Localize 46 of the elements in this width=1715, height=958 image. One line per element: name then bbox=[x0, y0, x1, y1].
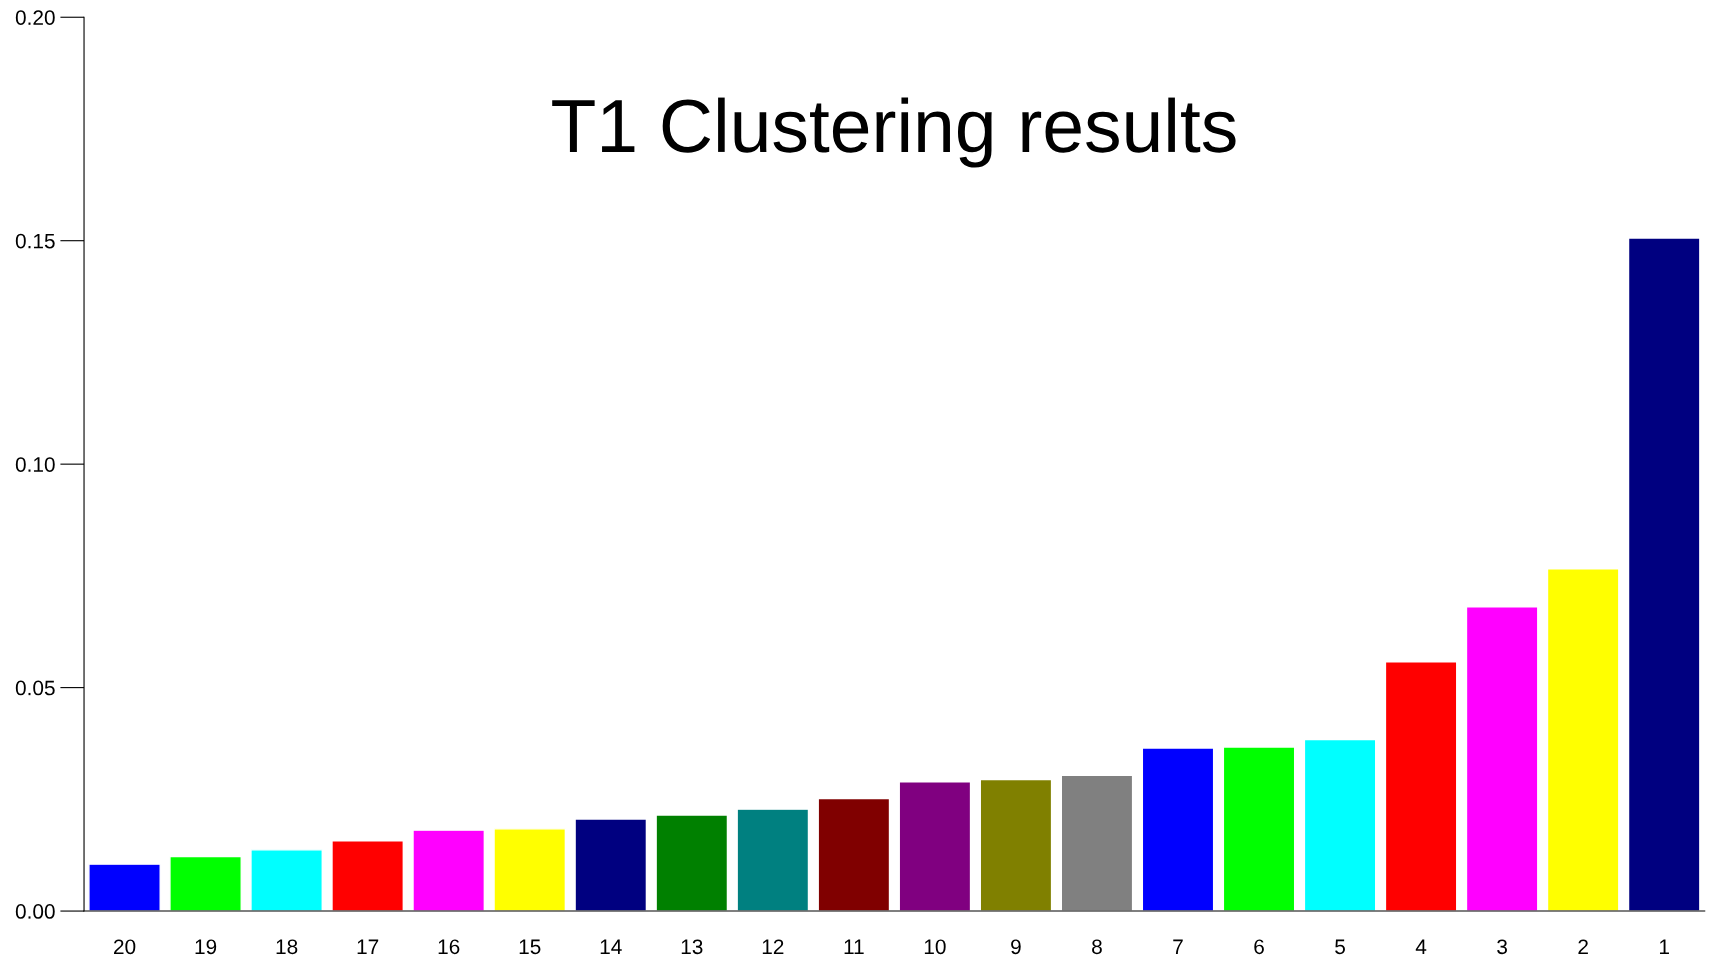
bar bbox=[736, 808, 810, 912]
bar bbox=[979, 778, 1053, 912]
bar bbox=[817, 797, 891, 912]
x-tick-label: 4 bbox=[1415, 939, 1427, 954]
x-tick-label: 12 bbox=[762, 939, 784, 954]
x-tick-label: 14 bbox=[600, 939, 622, 954]
x-tick-label: 17 bbox=[357, 939, 379, 954]
x-tick-label: 16 bbox=[438, 939, 460, 955]
bar bbox=[1060, 774, 1134, 912]
bar bbox=[655, 814, 729, 912]
x-tick-label: 20 bbox=[114, 939, 136, 955]
bar bbox=[250, 849, 323, 912]
bar bbox=[1222, 746, 1296, 912]
x-tick-label: 13 bbox=[681, 939, 703, 955]
x-tick-label: 3 bbox=[1497, 939, 1507, 955]
x-tick-label: 7 bbox=[1173, 939, 1183, 954]
y-tick-label: 0.10 bbox=[15, 457, 55, 472]
y-tick-label: 0.20 bbox=[15, 10, 55, 25]
bar bbox=[1627, 237, 1701, 912]
bar bbox=[412, 829, 486, 912]
bar bbox=[331, 840, 405, 912]
x-tick-label: 8 bbox=[1092, 939, 1102, 955]
y-tick-label: 0.00 bbox=[15, 904, 55, 919]
bar bbox=[1465, 606, 1539, 912]
x-tick-label: 9 bbox=[1011, 939, 1021, 955]
y-tick-label: 0.15 bbox=[15, 233, 55, 249]
x-tick-label: 2 bbox=[1578, 939, 1588, 954]
bar bbox=[169, 855, 242, 912]
text: T1 Clustering results bbox=[552, 97, 1236, 168]
bar bbox=[574, 818, 648, 912]
bar bbox=[493, 828, 567, 912]
x-tick-label: 5 bbox=[1335, 939, 1345, 955]
bar bbox=[1546, 568, 1620, 912]
bar bbox=[1141, 747, 1215, 912]
bar bbox=[1303, 738, 1377, 912]
x-tick-label: 18 bbox=[276, 939, 298, 955]
x-tick-label: 1 bbox=[1659, 939, 1669, 954]
x-tick-label: 10 bbox=[924, 939, 946, 955]
x-tick-label: 6 bbox=[1254, 939, 1264, 955]
x-tick-label: 15 bbox=[519, 939, 541, 955]
x-tick-label: 11 bbox=[844, 939, 864, 954]
bar bbox=[88, 863, 161, 912]
y-tick-label: 0.05 bbox=[15, 680, 55, 696]
bar bbox=[898, 781, 972, 912]
bar bbox=[1384, 660, 1458, 912]
x-tick-label: 19 bbox=[195, 939, 217, 955]
